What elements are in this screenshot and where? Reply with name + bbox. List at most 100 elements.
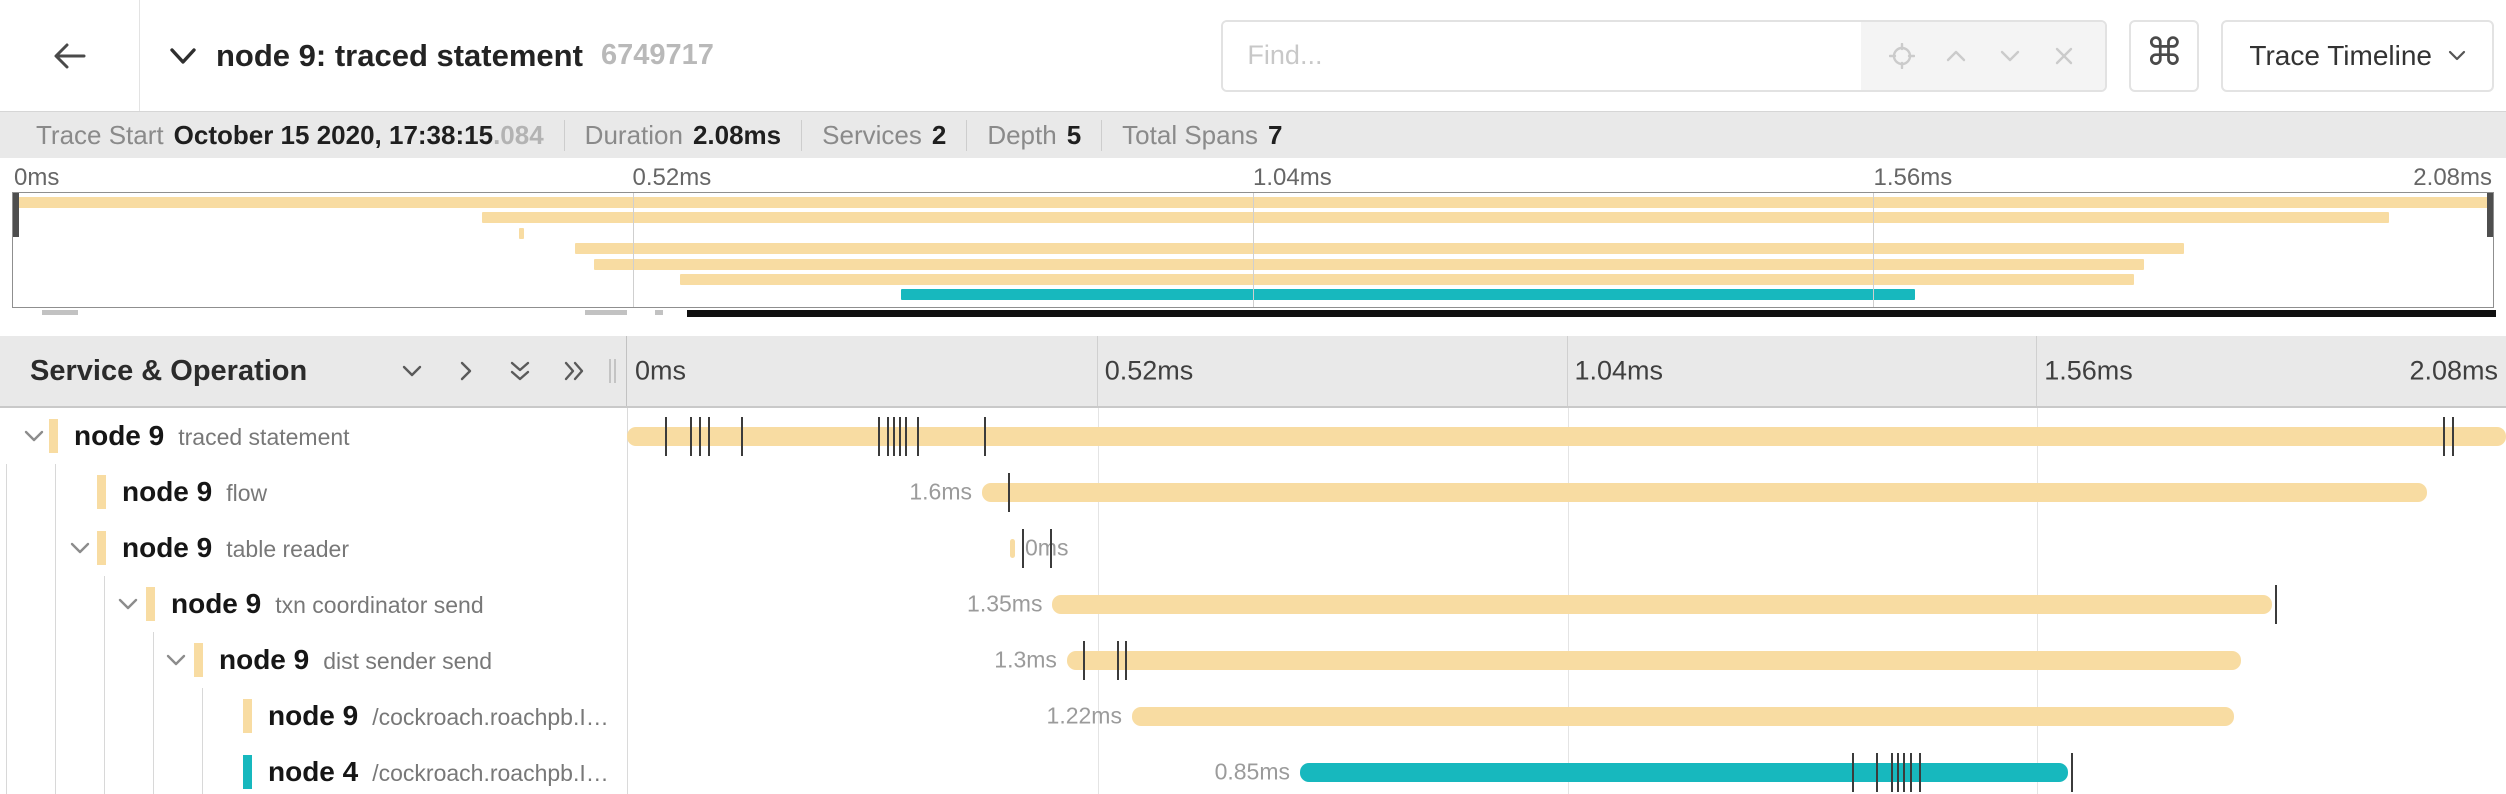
minimap-span-bar: [481, 212, 2390, 224]
span-log-marker: [905, 417, 908, 456]
span-timeline-cell[interactable]: [627, 408, 2506, 464]
span-duration-bar[interactable]: [627, 427, 2506, 446]
scroll-thumb[interactable]: [687, 310, 2496, 317]
minimap-gridline: [1253, 193, 1254, 307]
timeline-axis: 0ms 0.52ms 1.04ms 1.56ms 2.08ms: [627, 336, 2506, 406]
summary-label: Total Spans: [1122, 119, 1259, 150]
span-name-cell[interactable]: node 9 table reader: [0, 520, 627, 576]
chevron-down-icon[interactable]: [117, 597, 139, 611]
span-row[interactable]: node 9 dist sender send 1.3ms: [0, 632, 2506, 688]
double-chevron-down-button[interactable]: [507, 358, 533, 384]
minimap-axis-tick: 1.04ms: [1253, 164, 1332, 191]
summary-label: Services: [822, 119, 922, 150]
span-duration-bar[interactable]: [1052, 595, 2273, 614]
double-chevron-right-button[interactable]: [561, 358, 587, 384]
span-log-marker: [1902, 753, 1905, 792]
chevron-up-icon[interactable]: [1943, 43, 1969, 69]
span-log-marker: [1124, 641, 1127, 680]
span-row[interactable]: node 9 traced statement: [0, 408, 2506, 464]
view-dropdown-button[interactable]: Trace Timeline: [2221, 19, 2494, 92]
span-timeline-cell[interactable]: 1.3ms: [627, 632, 2506, 688]
close-icon[interactable]: [2051, 43, 2077, 69]
span-row[interactable]: node 9 flow 1.6ms: [0, 464, 2506, 520]
span-name-cell[interactable]: node 9 txn coordinator send: [0, 576, 627, 632]
summary-value: 2.08ms: [692, 119, 782, 150]
span-duration-bar[interactable]: [1300, 763, 2068, 782]
span-log-marker: [898, 417, 901, 456]
summary-value: October 15 2020, 17:38:15: [173, 119, 494, 150]
chevron-right-button[interactable]: [453, 358, 479, 384]
scroll-track-nub: [655, 310, 663, 315]
tree-indent-guide: [6, 632, 7, 688]
service-color-swatch: [97, 531, 106, 565]
service-operation-title: Service & Operation: [30, 354, 308, 387]
summary-value: 5: [1066, 119, 1082, 150]
back-arrow-icon: [50, 39, 90, 73]
span-name-cell[interactable]: node 9 flow: [0, 464, 627, 520]
span-timeline-cell[interactable]: 1.22ms: [627, 688, 2506, 744]
tree-indent-guide: [6, 744, 7, 794]
keyboard-shortcuts-button[interactable]: ⌘: [2129, 19, 2200, 92]
service-operation-header: Service & Operation: [0, 336, 627, 406]
minimap-left-scrubber[interactable]: [13, 193, 19, 237]
span-name-cell[interactable]: node 9/cockroach.roachpb.I…: [0, 688, 627, 744]
span-row[interactable]: node 9/cockroach.roachpb.I… 1.22ms: [0, 688, 2506, 744]
span-log-marker: [1918, 753, 1921, 792]
back-button[interactable]: [0, 0, 140, 111]
top-bar-controls: ⌘ Trace Timeline: [1221, 19, 2494, 92]
summary-item: Depth 5: [966, 119, 1101, 151]
double-chevron-down-icon: [507, 358, 533, 384]
operation-name: dist sender send: [323, 648, 493, 674]
minimap-gridline: [633, 193, 634, 307]
tree-indent-guide: [153, 744, 154, 794]
span-log-marker: [1909, 753, 1912, 792]
tree-indent-guide: [104, 688, 105, 744]
timeline-header-row: Service & Operation 0ms 0.52ms 1.04ms 1.56m…: [0, 336, 2506, 408]
tree-indent-guide: [55, 576, 56, 632]
span-name: node 9 txn coordinator send: [171, 588, 484, 620]
span-duration-bar[interactable]: [1066, 651, 2242, 670]
span-timeline-cell[interactable]: 1.6ms: [627, 464, 2506, 520]
span-log-marker: [1083, 641, 1086, 680]
span-duration-bar[interactable]: [1131, 707, 2235, 726]
span-name: node 9/cockroach.roachpb.I…: [268, 700, 609, 732]
span-row[interactable]: node 4/cockroach.roachpb.I… 0.85ms: [0, 744, 2506, 794]
summary-label: Depth: [987, 119, 1057, 150]
tree-indent-guide: [6, 688, 7, 744]
span-name-cell[interactable]: node 9 dist sender send: [0, 632, 627, 688]
column-resize-grip[interactable]: [609, 359, 616, 383]
trace-collapse-toggle[interactable]: [168, 46, 198, 66]
span-rows-list: node 9 traced statement node 9 flow 1.6ms nod…: [0, 408, 2506, 794]
minimap-canvas[interactable]: [12, 192, 2494, 308]
chevron-down-button[interactable]: [399, 358, 425, 384]
span-timeline-cell[interactable]: 0.85ms: [627, 744, 2506, 794]
span-timeline-cell[interactable]: 0ms: [627, 520, 2506, 576]
summary-item: Services 2: [801, 119, 966, 151]
span-duration-label: 1.3ms: [994, 646, 1057, 673]
span-log-marker: [916, 417, 919, 456]
crosshair-icon[interactable]: [1889, 42, 1916, 69]
span-name-cell[interactable]: node 9 traced statement: [0, 408, 627, 464]
find-input[interactable]: [1223, 21, 1862, 90]
span-row[interactable]: node 9 table reader 0ms: [0, 520, 2506, 576]
span-row[interactable]: node 9 txn coordinator send 1.35ms: [0, 576, 2506, 632]
chevron-down-icon[interactable]: [1997, 43, 2023, 69]
span-log-marker: [1851, 753, 1854, 792]
chevron-down-icon[interactable]: [69, 541, 91, 555]
minimap-right-scrubber[interactable]: [2487, 193, 2493, 237]
span-name-cell[interactable]: node 4/cockroach.roachpb.I…: [0, 744, 627, 794]
tree-indent-guide: [55, 744, 56, 794]
service-color-swatch: [49, 419, 58, 453]
span-rows: node 9 traced statement node 9 flow 1.6ms nod…: [0, 408, 2506, 794]
span-timeline-cell[interactable]: 1.35ms: [627, 576, 2506, 632]
chevron-down-icon[interactable]: [165, 653, 187, 667]
service-name: node 9: [74, 420, 165, 451]
tree-indent-guide: [153, 632, 154, 688]
trace-summary-bar: Trace Start October 15 2020, 17:38:15.084…: [0, 112, 2506, 158]
span-log-marker: [887, 417, 890, 456]
span-duration-bar[interactable]: [982, 483, 2428, 502]
span-log-marker: [1049, 529, 1052, 568]
span-duration-label: 0ms: [1025, 534, 1069, 561]
chevron-down-icon[interactable]: [23, 429, 45, 443]
span-duration-bar[interactable]: [1010, 539, 1016, 558]
